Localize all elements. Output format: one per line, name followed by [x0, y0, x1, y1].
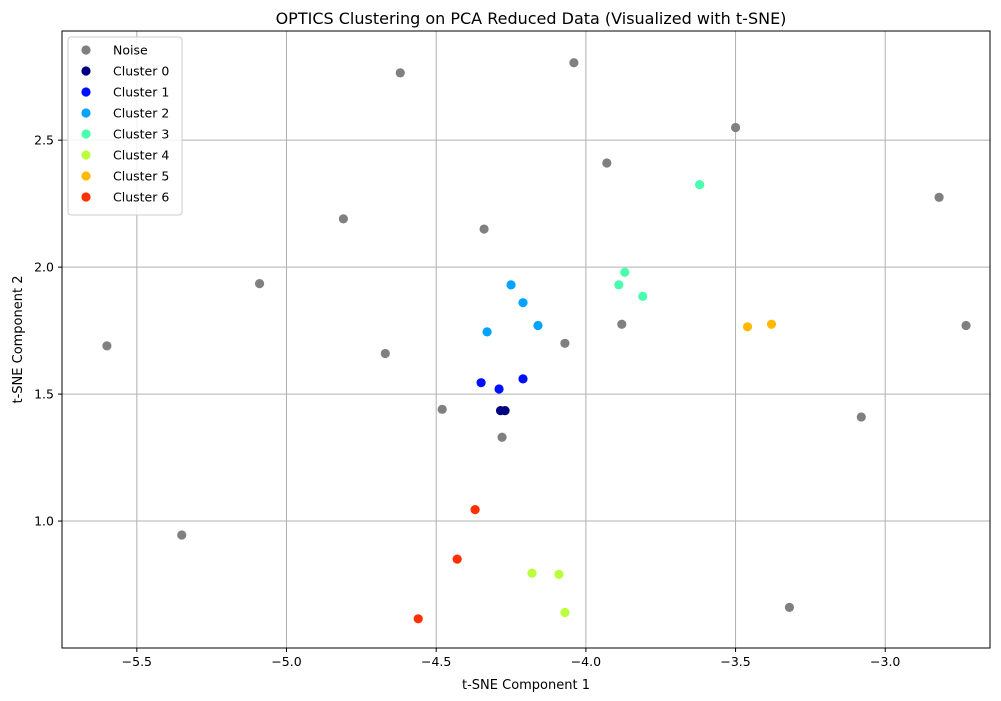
point-noise	[730, 122, 741, 133]
point-noise	[254, 279, 265, 289]
legend-marker-cluster-3	[81, 129, 91, 139]
point-noise	[934, 192, 944, 202]
point-cluster-3	[620, 267, 630, 277]
grid-lines	[62, 31, 990, 648]
legend-label-cluster-5: Cluster 5	[113, 169, 169, 184]
legend-box	[67, 36, 183, 216]
point-noise	[560, 338, 570, 348]
point-cluster-6	[452, 554, 462, 564]
x-axis-label: t-SNE Component 1	[462, 678, 590, 693]
point-noise	[497, 432, 507, 442]
point-cluster-6	[470, 505, 480, 515]
legend-marker-cluster-4	[81, 150, 91, 160]
x-tick-label: −4.5	[421, 654, 451, 669]
point-noise	[784, 602, 795, 612]
point-cluster-0	[500, 405, 510, 416]
x-tick-label: −5.5	[122, 654, 152, 669]
legend-marker-cluster-0	[81, 66, 91, 76]
point-cluster-4	[527, 568, 537, 578]
point-cluster-3	[695, 180, 705, 190]
legend-marker-cluster-5	[81, 171, 91, 181]
legend-marker-cluster-2	[81, 108, 91, 118]
y-tick-label: 1.5	[34, 387, 54, 402]
legend: Noise Cluster 0 Cluster 1 Cluster 2 Cluster …	[67, 36, 183, 216]
x-tick-label: −3.5	[720, 654, 750, 669]
point-noise	[856, 412, 866, 422]
y-tick-label: 1.0	[34, 514, 54, 529]
x-tick-label: −5.0	[271, 654, 301, 669]
point-cluster-1	[494, 384, 504, 394]
point-cluster-4	[560, 607, 570, 618]
point-cluster-6	[413, 614, 423, 624]
point-cluster-3	[614, 280, 624, 290]
point-cluster-2	[518, 298, 528, 308]
y-tick-label: 2.5	[34, 133, 54, 148]
legend-label-cluster-6: Cluster 6	[113, 190, 169, 205]
point-noise	[479, 224, 489, 234]
point-noise	[102, 341, 112, 351]
point-cluster-4	[554, 569, 564, 579]
y-axis-label: t-SNE Component 2	[11, 276, 26, 404]
point-noise	[569, 58, 579, 68]
point-cluster-3	[638, 291, 648, 301]
y-tick-label: 2.0	[34, 260, 54, 275]
legend-label-cluster-1: Cluster 1	[113, 85, 169, 100]
point-cluster-5	[766, 319, 777, 329]
chart-title: OPTICS Clustering on PCA Reduced Data (V…	[276, 9, 787, 28]
point-noise	[380, 348, 390, 359]
point-noise	[177, 530, 187, 540]
legend-label-cluster-4: Cluster 4	[113, 148, 169, 163]
legend-label-cluster-0: Cluster 0	[113, 64, 169, 79]
legend-label-cluster-2: Cluster 2	[113, 106, 169, 121]
point-noise	[338, 214, 348, 224]
point-cluster-1	[476, 378, 486, 388]
point-cluster-1	[518, 374, 528, 384]
axis-ticks: −5.5 −5.0 −4.5 −4.0 −3.5 −3.0 1.0 1.5 2.0 2.5	[34, 133, 900, 669]
point-cluster-2	[533, 320, 543, 331]
point-cluster-5	[742, 322, 753, 332]
point-noise	[617, 319, 627, 329]
x-tick-label: −3.0	[870, 654, 900, 669]
legend-label-cluster-3: Cluster 3	[113, 127, 169, 142]
legend-label-noise: Noise	[113, 43, 148, 58]
legend-marker-cluster-6	[81, 192, 91, 202]
point-noise	[961, 320, 971, 331]
legend-marker-noise	[81, 45, 91, 55]
data-points	[102, 58, 971, 624]
plot-frame	[61, 30, 991, 649]
point-noise	[602, 158, 612, 168]
point-noise	[395, 68, 405, 78]
legend-marker-cluster-1	[81, 87, 91, 97]
point-noise	[437, 404, 447, 414]
x-tick-label: −4.0	[571, 654, 601, 669]
point-cluster-2	[482, 327, 492, 337]
point-cluster-2	[506, 280, 516, 290]
